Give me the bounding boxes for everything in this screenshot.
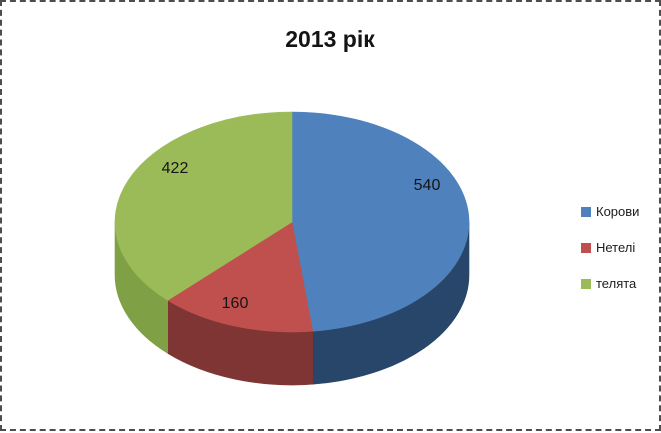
legend-swatch-icon (581, 206, 591, 217)
data-label-telyata: 422 (161, 160, 189, 177)
legend-item-label: Корови (596, 204, 640, 219)
data-label-neteli: 160 (221, 295, 249, 312)
pie-slice-2[interactable] (114, 111, 293, 301)
legend-item-0[interactable]: Корови (581, 204, 639, 219)
legend-item-label: Нетелі (596, 240, 636, 255)
legend: Корови Нетелі телята (581, 204, 639, 291)
chart-title: 2013 рік (285, 26, 375, 52)
legend-item-label: телята (596, 276, 637, 291)
pie-slice-0[interactable] (291, 111, 470, 332)
legend-item-1[interactable]: Нетелі (581, 240, 639, 255)
legend-item-2[interactable]: телята (581, 276, 639, 291)
data-label-korovy: 540 (413, 177, 441, 194)
pie-slice-1[interactable] (167, 221, 314, 333)
legend-swatch-icon (581, 278, 591, 289)
legend-swatch-icon (581, 242, 591, 253)
